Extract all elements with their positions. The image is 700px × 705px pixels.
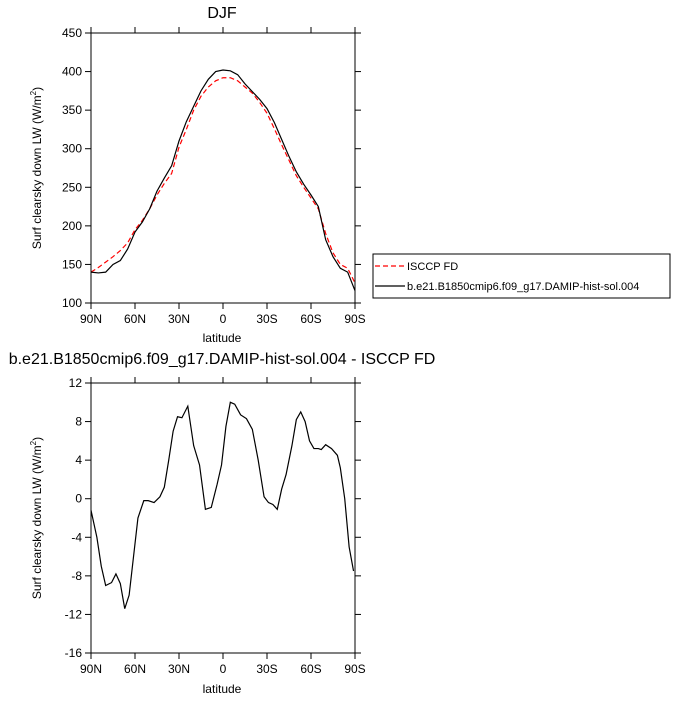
top-y-axis-label: Surf clearsky down LW (W/m2) [29,87,44,249]
top-x-tick-label: 30N [168,312,190,326]
top-series-line-1 [90,69,356,291]
bottom-y-tick-label: -4 [71,530,82,544]
top-chart: DJF 100 150 200 250 300 350 400 450 90N 60N 30N 0 30… [29,5,366,345]
bottom-y-tick-label: 8 [75,415,82,429]
top-x-tick-label: 90N [80,312,102,326]
bottom-series-line-0 [90,401,355,609]
top-series-group [90,69,356,291]
bottom-y-tick-label: 0 [75,492,82,506]
bottom-y-tick-label: -16 [65,646,83,660]
top-y-tick-label: 200 [62,219,82,233]
top-x-tick-label: 60N [124,312,146,326]
bottom-y-axis-label: Surf clearsky down LW (W/m2) [29,437,44,599]
bottom-y-tick-label: 12 [69,376,83,390]
top-chart-title: DJF [207,5,237,22]
legend-box [372,253,671,299]
legend-label-isccp: ISCCP FD [407,261,458,273]
top-y-tick-label: 450 [62,26,82,40]
bottom-x-axis-label: latitude [203,682,242,696]
bottom-chart: b.e21.B1850cmip6.f09_g17.DAMIP-hist-sol.… [9,351,436,696]
bottom-x-tick-label: 30N [168,662,190,676]
bottom-y-tick-label: -12 [65,607,83,621]
bottom-axis-ticks: -16 -12 -8 -4 0 4 8 12 90N 60N 30N 0 30S 60S 90S [65,376,366,676]
bottom-x-tick-label: 60S [300,662,321,676]
bottom-y-tick-label: -8 [71,569,82,583]
bottom-x-tick-label: 90N [80,662,102,676]
top-y-tick-label: 100 [62,296,82,310]
top-y-tick-label: 150 [62,257,82,271]
legend: ISCCP FD b.e21.B1850cmip6.f09_g17.DAMIP-… [372,253,671,299]
top-y-tick-label: 400 [62,65,82,79]
top-x-tick-label: 30S [256,312,277,326]
top-x-tick-label: 0 [220,312,227,326]
top-series-line-0 [90,77,356,284]
top-y-tick-label: 250 [62,180,82,194]
bottom-y-tick-label: 4 [75,453,82,467]
bottom-plot-frame [90,382,356,654]
bottom-x-tick-label: 30S [256,662,277,676]
legend-label-model: b.e21.B1850cmip6.f09_g17.DAMIP-hist-sol.… [407,281,639,293]
top-y-tick-label: 300 [62,142,82,156]
bottom-chart-title: b.e21.B1850cmip6.f09_g17.DAMIP-hist-sol.… [9,351,436,368]
top-x-tick-label: 90S [344,312,365,326]
bottom-series-group [90,401,355,609]
top-y-tick-label: 350 [62,103,82,117]
top-x-tick-label: 60S [300,312,321,326]
top-x-axis-label: latitude [203,331,242,345]
bottom-x-tick-label: 0 [220,662,227,676]
bottom-x-tick-label: 60N [124,662,146,676]
top-axis-ticks: 100 150 200 250 300 350 400 450 90N 60N 30N 0 30S 60S… [62,26,366,326]
bottom-x-tick-label: 90S [344,662,365,676]
top-plot-frame [90,32,356,304]
